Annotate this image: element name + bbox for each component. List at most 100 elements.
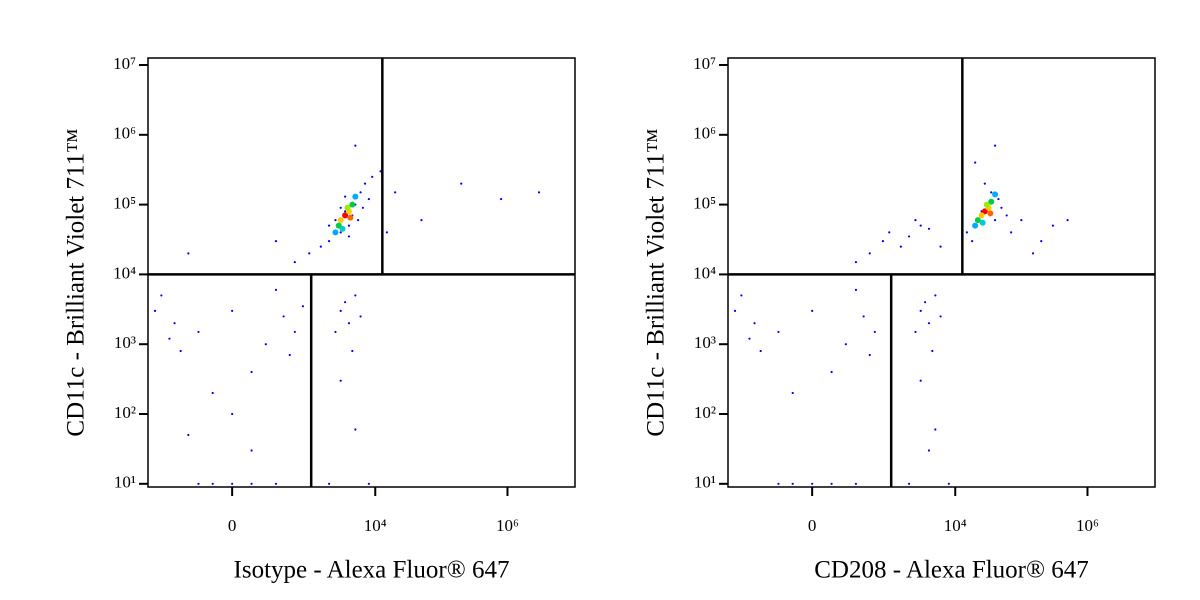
event-dot: [231, 482, 234, 485]
event-dot: [173, 322, 176, 325]
event-dot: [371, 175, 374, 178]
density-dot: [992, 191, 999, 198]
event-dot: [187, 433, 190, 437]
y-tick-label: 10⁵: [693, 194, 716, 213]
event-dot: [339, 309, 342, 313]
event-dot: [777, 330, 780, 334]
event-dot: [359, 191, 362, 194]
event-dot: [1066, 218, 1069, 222]
event-dot: [990, 191, 993, 194]
event-dot: [868, 252, 871, 255]
event-dot: [1005, 214, 1008, 217]
density-dot: [978, 212, 985, 219]
density-dot: [344, 204, 351, 211]
event-dot: [934, 294, 937, 297]
event-dot: [274, 240, 278, 243]
event-dot: [919, 309, 922, 313]
event-dot: [385, 231, 388, 234]
event-dot: [282, 315, 285, 318]
event-dot: [862, 315, 865, 318]
y-tick-label: 10⁶: [693, 124, 716, 143]
density-dot: [349, 201, 356, 208]
plot-frame: [147, 57, 576, 488]
event-dot: [927, 449, 931, 452]
event-dot: [197, 330, 200, 334]
event-dot: [179, 349, 182, 353]
event-dot: [927, 227, 931, 230]
event-dot: [934, 428, 937, 431]
event-dot: [740, 294, 743, 297]
event-dot: [344, 195, 347, 198]
event-dot: [308, 252, 311, 255]
y-tick-label: 10⁴: [693, 263, 716, 282]
density-dot: [337, 217, 344, 224]
event-dot: [748, 337, 751, 340]
event-dot: [993, 144, 997, 147]
density-dot: [332, 229, 339, 236]
event-dot: [830, 482, 833, 485]
y-axis-label: CD11c - Brilliant Violet 711™: [63, 128, 90, 436]
event-dot: [1010, 231, 1013, 234]
event-dot: [1031, 252, 1035, 255]
event-dot: [231, 412, 234, 416]
event-dot: [327, 240, 331, 243]
density-dot: [981, 208, 988, 215]
density-dot: [988, 198, 995, 205]
density-dot: [339, 225, 346, 232]
density-dot: [342, 212, 349, 219]
event-dot: [356, 218, 360, 222]
y-tick-label: 10²: [114, 403, 136, 422]
event-dot: [907, 235, 911, 238]
event-dot: [811, 482, 814, 485]
event-dot: [965, 231, 968, 234]
density-dot: [983, 201, 990, 208]
event-dot: [899, 245, 902, 248]
event-dot: [1040, 240, 1043, 243]
event-dot: [914, 218, 917, 222]
plot-frame: [727, 57, 1156, 488]
event-dot: [334, 218, 337, 222]
event-dot: [993, 218, 997, 222]
event-dot: [811, 309, 814, 313]
event-dot: [499, 197, 503, 201]
x-axis-label: Isotype - Alexa Fluor® 647: [234, 557, 510, 584]
event-dot: [153, 309, 157, 313]
event-dot: [339, 379, 342, 382]
event-dot: [873, 330, 876, 334]
event-dot: [881, 240, 885, 243]
event-dot: [537, 191, 541, 194]
event-dot: [947, 482, 950, 485]
x-tick-label: 10⁶: [496, 516, 519, 535]
event-dot: [379, 170, 382, 173]
event-dot: [939, 245, 942, 248]
x-axis-label: CD208 - Alexa Fluor® 647: [814, 557, 1089, 584]
event-dot: [168, 337, 171, 340]
event-dot: [327, 224, 331, 227]
event-dot: [211, 391, 214, 395]
event-dot: [347, 224, 351, 227]
event-dot: [420, 218, 423, 222]
event-dot: [250, 370, 253, 374]
event-dot: [997, 197, 1000, 201]
y-tick-label: 10²: [694, 403, 716, 422]
x-tick-label: 10⁶: [1076, 516, 1099, 535]
event-dot: [301, 305, 305, 308]
x-tick-label: 0: [228, 516, 237, 535]
event-dot: [854, 288, 858, 291]
event-dot: [319, 245, 322, 248]
event-dot: [274, 288, 278, 291]
event-dot: [777, 482, 780, 485]
event-dot: [460, 182, 463, 185]
density-dot: [347, 214, 354, 221]
event-dot: [927, 322, 931, 325]
event-dot: [211, 482, 214, 485]
event-dot: [394, 191, 397, 194]
event-dot: [344, 301, 347, 304]
event-dot: [983, 182, 986, 185]
event-dot: [231, 309, 234, 313]
event-dot: [339, 231, 342, 234]
plot: 0 10⁴ 10⁶ 10¹ 10² 10³ 10⁴ 10⁵ 10⁶ 10⁷ CD208 - Alex…: [643, 54, 1156, 584]
event-dot: [924, 301, 927, 304]
event-dot: [293, 261, 296, 264]
event-dot: [359, 315, 362, 318]
